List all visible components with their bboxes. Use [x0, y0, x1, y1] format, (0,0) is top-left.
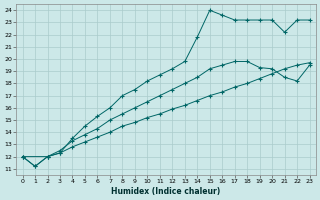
- X-axis label: Humidex (Indice chaleur): Humidex (Indice chaleur): [111, 187, 221, 196]
